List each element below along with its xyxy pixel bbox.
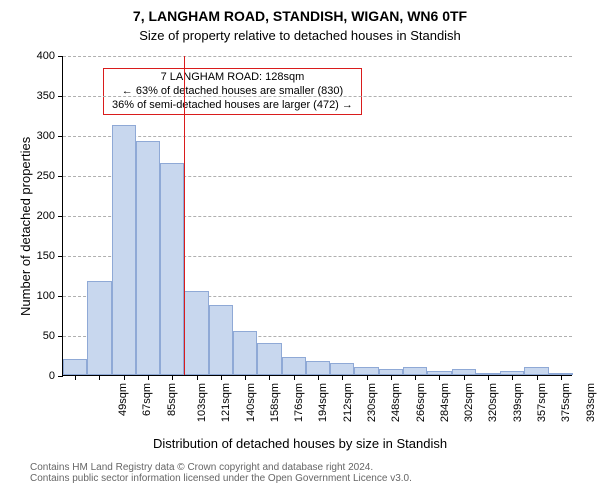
bar <box>87 281 111 375</box>
x-tick-label: 140sqm <box>241 383 257 422</box>
x-tick-mark <box>464 375 465 380</box>
bar <box>136 141 160 375</box>
bar <box>184 291 208 375</box>
x-tick-label: 49sqm <box>113 383 129 416</box>
x-tick-label: 230sqm <box>362 383 378 422</box>
x-tick-label: 121sqm <box>216 383 232 422</box>
x-tick-mark <box>99 375 100 380</box>
x-tick-label: 339sqm <box>508 383 524 422</box>
x-tick-mark <box>172 375 173 380</box>
x-tick-mark <box>245 375 246 380</box>
y-tick-label: 350 <box>37 90 63 102</box>
x-tick-mark <box>318 375 319 380</box>
bar <box>63 359 87 375</box>
x-tick-mark <box>415 375 416 380</box>
x-tick-label: 266sqm <box>411 383 427 422</box>
x-tick-mark <box>512 375 513 380</box>
bar <box>257 343 281 375</box>
annotation-line: 36% of semi-detached houses are larger (… <box>112 99 353 113</box>
bar <box>233 331 257 375</box>
y-tick-label: 400 <box>37 50 63 62</box>
annotation-line: 7 LANGHAM ROAD: 128sqm <box>112 71 353 85</box>
y-tick-label: 0 <box>49 370 63 382</box>
x-tick-mark <box>269 375 270 380</box>
bar <box>403 367 427 375</box>
x-tick-label: 194sqm <box>314 383 330 422</box>
bar <box>330 363 354 375</box>
x-tick-label: 176sqm <box>289 383 305 422</box>
bar <box>306 361 330 375</box>
x-tick-label: 357sqm <box>532 383 548 422</box>
grid-line <box>63 96 572 97</box>
y-axis-label: Number of detached properties <box>18 137 33 316</box>
x-tick-label: 284sqm <box>435 383 451 422</box>
x-tick-mark <box>342 375 343 380</box>
bar <box>112 125 136 375</box>
x-tick-label: 248sqm <box>386 383 402 422</box>
x-tick-mark <box>488 375 489 380</box>
chart-container: 7, LANGHAM ROAD, STANDISH, WIGAN, WN6 0T… <box>0 0 600 500</box>
y-tick-label: 150 <box>37 250 63 262</box>
footer-attribution: Contains HM Land Registry data © Crown c… <box>30 462 412 484</box>
x-tick-label: 212sqm <box>338 383 354 422</box>
chart-subtitle: Size of property relative to detached ho… <box>0 28 600 43</box>
y-tick-label: 50 <box>43 330 63 342</box>
x-tick-mark <box>439 375 440 380</box>
x-tick-mark <box>391 375 392 380</box>
y-tick-label: 100 <box>37 290 63 302</box>
annotation-box: 7 LANGHAM ROAD: 128sqm← 63% of detached … <box>103 68 362 115</box>
x-tick-mark <box>367 375 368 380</box>
x-tick-mark <box>561 375 562 380</box>
bar <box>524 367 548 375</box>
bar <box>160 163 184 375</box>
x-tick-label: 375sqm <box>556 383 572 422</box>
x-tick-label: 393sqm <box>581 383 597 422</box>
x-tick-mark <box>294 375 295 380</box>
x-tick-mark <box>124 375 125 380</box>
x-tick-label: 67sqm <box>137 383 153 416</box>
x-tick-label: 103sqm <box>192 383 208 422</box>
bar <box>209 305 233 375</box>
reference-line <box>184 56 185 375</box>
y-tick-label: 250 <box>37 170 63 182</box>
x-tick-label: 320sqm <box>484 383 500 422</box>
y-tick-label: 200 <box>37 210 63 222</box>
y-tick-label: 300 <box>37 130 63 142</box>
x-tick-mark <box>197 375 198 380</box>
x-tick-label: 85sqm <box>162 383 178 416</box>
grid-line <box>63 136 572 137</box>
bar <box>354 367 378 375</box>
plot-area: 7 LANGHAM ROAD: 128sqm← 63% of detached … <box>62 56 572 376</box>
chart-title: 7, LANGHAM ROAD, STANDISH, WIGAN, WN6 0T… <box>0 8 600 24</box>
x-tick-mark <box>221 375 222 380</box>
x-tick-mark <box>148 375 149 380</box>
bar <box>282 357 306 375</box>
x-tick-mark <box>75 375 76 380</box>
x-tick-label: 158sqm <box>265 383 281 422</box>
x-tick-mark <box>537 375 538 380</box>
grid-line <box>63 56 572 57</box>
x-axis-caption: Distribution of detached houses by size … <box>0 436 600 451</box>
x-tick-label: 302sqm <box>459 383 475 422</box>
